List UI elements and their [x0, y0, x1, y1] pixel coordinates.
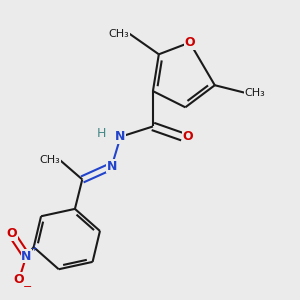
Text: CH₃: CH₃	[244, 88, 265, 98]
Text: CH₃: CH₃	[39, 155, 60, 165]
Text: O: O	[14, 273, 24, 286]
Text: O: O	[184, 36, 195, 49]
Text: N: N	[21, 250, 32, 262]
Text: O: O	[6, 227, 17, 240]
Text: N: N	[116, 130, 126, 143]
Text: −: −	[23, 282, 32, 292]
Text: O: O	[182, 130, 193, 143]
Text: H: H	[97, 127, 106, 140]
Text: +: +	[30, 244, 37, 253]
Text: CH₃: CH₃	[109, 29, 129, 39]
Text: N: N	[106, 160, 117, 173]
